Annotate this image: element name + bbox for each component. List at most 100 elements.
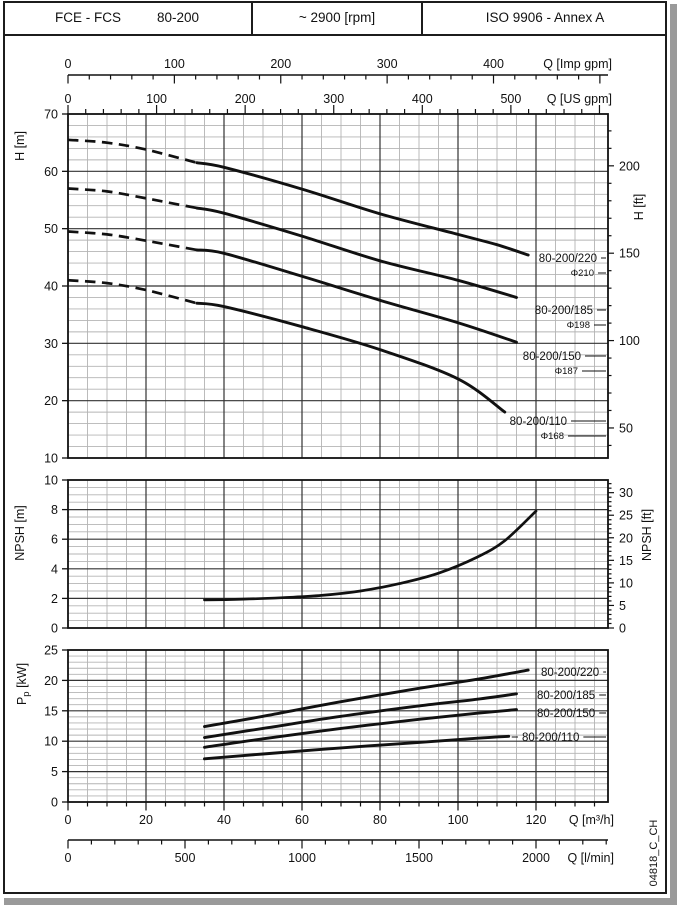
svg-text:20: 20 (44, 394, 58, 408)
q-axis-imp-gpm: 0 100 200 300 400 Q [Imp gpm] (65, 57, 612, 84)
svg-text:500: 500 (175, 851, 196, 865)
svg-text:1000: 1000 (288, 851, 316, 865)
q-axis-lmin: 0 500 1000 1500 2000 Q [l/min] (65, 839, 614, 865)
h-curve-80-200/150 (195, 248, 518, 344)
h-curve-dashed-80-200/150 (67, 230, 197, 252)
npsh-curve-line (203, 509, 538, 602)
power-curve-80-200/185 (203, 692, 518, 740)
pump-series-label: FCE - FCS (54, 10, 121, 25)
svg-text:Q [l/min]: Q [l/min] (567, 851, 614, 865)
svg-text:0: 0 (51, 622, 58, 636)
svg-text:100: 100 (164, 57, 185, 71)
svg-text:20: 20 (139, 813, 153, 827)
scan-edge-right (670, 4, 677, 905)
npsh-left-axis: 0 2 4 6 8 10 (44, 474, 68, 636)
pump-size-label: 80-200 (156, 10, 200, 25)
svg-text:80-200/220: 80-200/220 (541, 667, 599, 679)
npsh-right-axis: 0 5 10 15 20 25 30 (608, 483, 633, 636)
svg-text:80-200/150: 80-200/150 (523, 351, 581, 363)
pump-speed-label: ~ 2900 [rpm] (298, 10, 376, 25)
svg-text:Q [m³/h]: Q [m³/h] (569, 813, 614, 827)
npsh-minor-grid (68, 480, 608, 628)
svg-text:60: 60 (44, 165, 58, 179)
svg-text:400: 400 (412, 92, 433, 106)
svg-text:10: 10 (44, 735, 58, 749)
svg-text:50: 50 (44, 222, 58, 236)
h-curve-80-200/220 (195, 161, 530, 257)
svg-text:2000: 2000 (522, 851, 550, 865)
drawing-code: 04818_C_CH (648, 820, 660, 887)
svg-text:20: 20 (619, 531, 633, 545)
svg-text:400: 400 (483, 57, 504, 71)
svg-text:4: 4 (51, 562, 58, 576)
npsh-major-grid (67, 479, 609, 629)
h-curve-dashed-80-200/110 (67, 278, 198, 305)
head-left-axis: 10 20 30 40 50 60 70 (44, 108, 68, 466)
svg-text:Φ187: Φ187 (555, 366, 578, 377)
header-cell-standard: ISO 9906 - Annex A (423, 1, 667, 34)
svg-text:Pp [kW]: Pp [kW] (15, 663, 32, 705)
svg-text:100: 100 (619, 334, 640, 348)
svg-text:80-200/110: 80-200/110 (522, 732, 579, 744)
svg-text:200: 200 (619, 159, 640, 173)
svg-text:Q [Imp gpm]: Q [Imp gpm] (543, 57, 612, 71)
svg-text:0: 0 (65, 57, 72, 71)
svg-text:10: 10 (44, 474, 58, 488)
svg-text:120: 120 (526, 813, 547, 827)
svg-text:80-200/185: 80-200/185 (537, 690, 595, 702)
svg-text:8: 8 (51, 503, 58, 517)
svg-text:5: 5 (51, 765, 58, 779)
svg-text:Φ168: Φ168 (541, 431, 564, 442)
power-minor-grid (68, 650, 608, 802)
head-right-axis: 50 100 150 200 (608, 130, 640, 447)
svg-text:300: 300 (323, 92, 344, 106)
head-curves: 80-200/220 Φ210 80-200/185 Φ198 80-200/150 Φ1… (67, 138, 606, 442)
svg-text:70: 70 (44, 108, 58, 122)
power-curve-80-200/110 (203, 734, 511, 761)
svg-text:40: 40 (44, 280, 58, 294)
header-cell-model: FCE - FCS 80-200 (3, 1, 251, 34)
svg-text:150: 150 (619, 247, 640, 261)
svg-text:30: 30 (44, 337, 58, 351)
scan-edge-bottom (4, 898, 677, 905)
svg-text:2: 2 (51, 592, 58, 606)
power-curve-80-200/150 (203, 708, 518, 749)
q-axis-m3h: 0 20 40 60 80 100 120 Q [m³/h] (65, 802, 614, 827)
svg-text:04818_C_CH: 04818_C_CH (648, 820, 660, 887)
svg-text:80: 80 (373, 813, 387, 827)
svg-text:500: 500 (500, 92, 521, 106)
npsh-curve (203, 509, 538, 602)
svg-text:0: 0 (65, 92, 72, 106)
svg-text:15: 15 (619, 554, 633, 568)
svg-text:5: 5 (619, 599, 626, 613)
svg-text:25: 25 (619, 509, 633, 523)
page-border (3, 1, 667, 894)
svg-text:80-200/220: 80-200/220 (539, 253, 597, 265)
svg-text:1500: 1500 (405, 851, 433, 865)
header-table: FCE - FCS 80-200 ~ 2900 [rpm] ISO 9906 -… (3, 1, 667, 36)
h-curve-80-200/185 (195, 206, 518, 299)
svg-text:100: 100 (448, 813, 469, 827)
power-curves: 80-200/220 80-200/185 80-200/150 80-200/110 (203, 667, 606, 761)
h-curve-dashed-80-200/185 (67, 187, 197, 210)
svg-text:15: 15 (44, 704, 58, 718)
svg-text:0: 0 (51, 796, 58, 810)
power-curve-80-200/220 (203, 668, 530, 729)
head-major-grid (67, 113, 609, 459)
svg-text:Φ210: Φ210 (571, 268, 594, 279)
svg-text:80-200/185: 80-200/185 (535, 305, 593, 317)
svg-text:Q [US gpm]: Q [US gpm] (547, 92, 612, 106)
h-curve-80-200/110 (195, 301, 507, 414)
header-cell-speed: ~ 2900 [rpm] (251, 1, 423, 34)
power-left-axis: 0 5 10 15 20 25 (44, 644, 68, 810)
svg-text:0: 0 (65, 813, 72, 827)
test-standard-label: ISO 9906 - Annex A (485, 10, 605, 25)
svg-text:60: 60 (295, 813, 309, 827)
svg-text:25: 25 (44, 644, 58, 658)
h-curve-dashed-80-200/220 (67, 138, 198, 165)
svg-text:100: 100 (146, 92, 167, 106)
svg-text:200: 200 (235, 92, 256, 106)
svg-text:H [ft]: H [ft] (632, 194, 646, 220)
